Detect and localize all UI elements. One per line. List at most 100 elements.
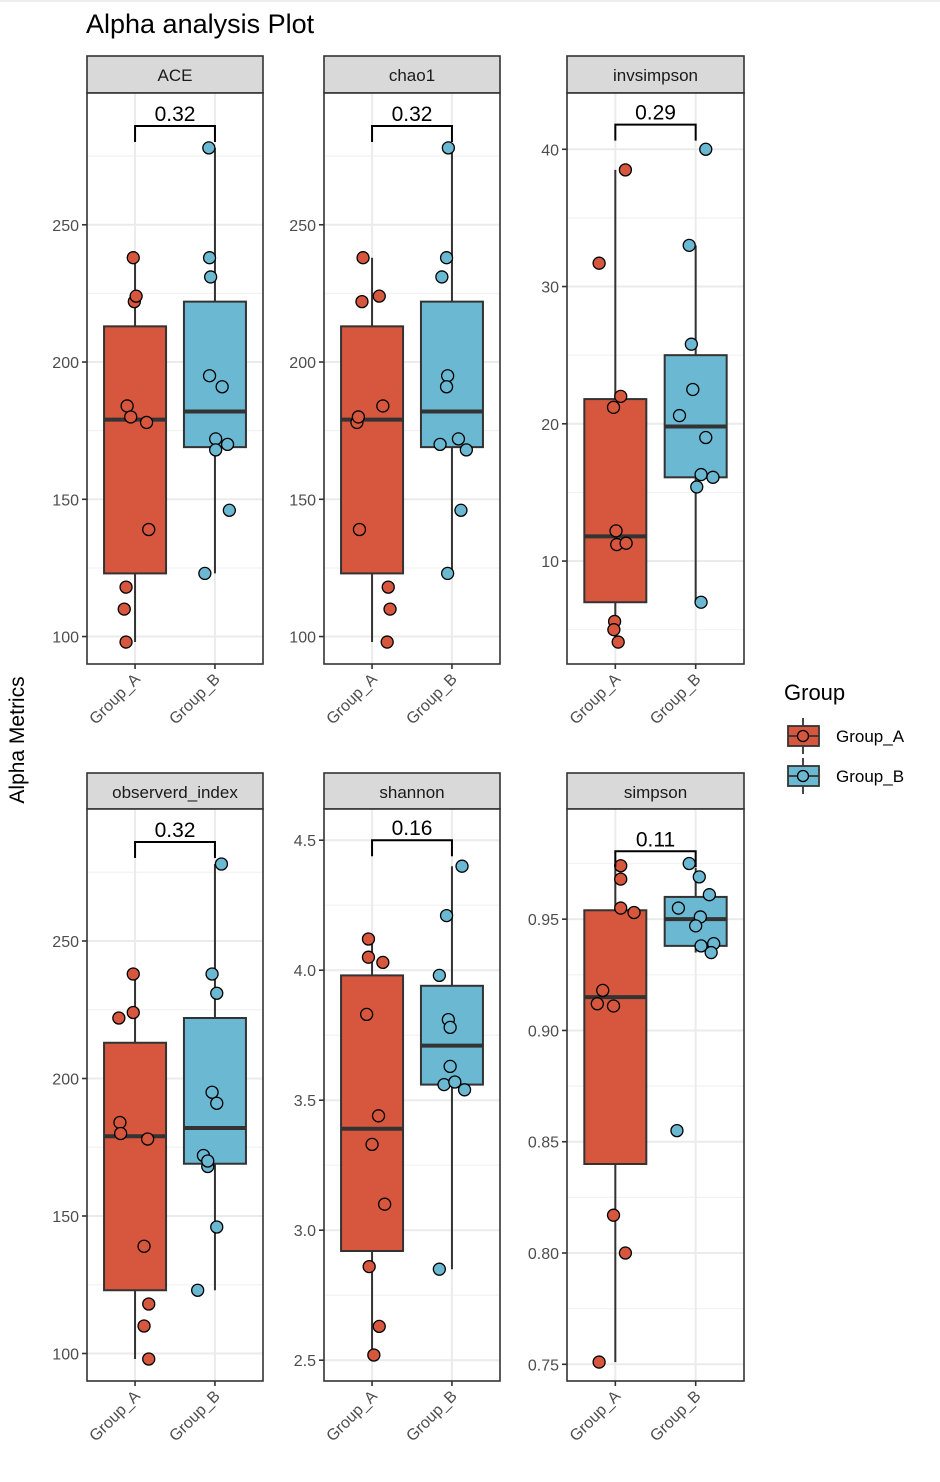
significance-bracket: 0.32: [134, 103, 216, 142]
panel-border: [323, 808, 501, 1382]
panel-ACE: ACE 100 150 200 250 0.32 Group_A Group_B: [52, 55, 264, 728]
data-point: [690, 480, 704, 494]
p-value-label: 0.16: [392, 817, 433, 840]
bracket-line: [371, 839, 453, 857]
data-point: [694, 939, 708, 953]
x-tick-label: Group_A: [87, 1388, 145, 1446]
data-point: [694, 595, 708, 609]
data-point: [448, 1075, 462, 1089]
x-tick-label: Group_A: [324, 671, 382, 729]
chart-title: Alpha analysis Plot: [86, 9, 315, 39]
data-point: [435, 270, 449, 284]
data-point: [359, 1007, 374, 1022]
x-tick-label: Group_B: [647, 1388, 704, 1445]
data-point: [222, 503, 237, 517]
data-point: [355, 294, 369, 309]
box-iqr: [340, 974, 405, 1253]
data-point: [137, 1239, 151, 1253]
data-point: [203, 270, 218, 284]
y-tick-label: 150: [289, 492, 316, 509]
data-point: [205, 1085, 219, 1099]
x-tick-label: Group_B: [403, 1388, 460, 1445]
data-point: [142, 1297, 156, 1311]
y-tick-label: 40: [541, 142, 559, 159]
facet-strip: [323, 55, 501, 94]
data-point: [126, 967, 140, 981]
facet-panels: ACE 100 150 200 250 0.32 Group_A Group_B chao1 10…: [52, 55, 745, 1446]
data-point: [383, 602, 397, 616]
y-tick-label: 4.5: [294, 833, 316, 850]
p-value-label: 0.11: [636, 828, 675, 851]
y-tick-label: 2.5: [294, 1353, 316, 1370]
data-point: [205, 967, 219, 981]
y-tick-label: 200: [289, 355, 316, 372]
data-point: [702, 888, 717, 902]
legend-point: [796, 769, 810, 783]
data-point: [209, 443, 223, 457]
data-point: [606, 400, 621, 414]
data-point: [372, 1319, 386, 1334]
panel-invsimpson: invsimpson 10 20 30 40 0.29 Group_A Group_B: [541, 55, 745, 728]
significance-bracket: 0.16: [371, 817, 453, 857]
facet-strip: [323, 772, 501, 810]
panel-shannon: shannon 2.5 3.0 3.5 4.0 4.5 0.16 Group_A Group_B: [294, 772, 501, 1446]
x-tick-label: Group_A: [324, 1388, 382, 1446]
y-tick-label: 250: [289, 218, 316, 235]
data-point: [119, 580, 133, 594]
panel-border: [86, 92, 264, 665]
data-point: [372, 289, 386, 303]
data-point: [380, 635, 394, 649]
data-point: [607, 623, 621, 637]
data-point: [443, 1020, 457, 1035]
data-point: [455, 859, 469, 873]
data-point: [139, 415, 154, 430]
data-point: [126, 251, 140, 265]
data-point: [672, 408, 687, 423]
data-point: [119, 635, 133, 649]
legend: Group Group_A Group_B: [784, 680, 905, 794]
data-point: [682, 856, 696, 871]
data-point: [459, 443, 474, 457]
data-point: [113, 1126, 128, 1141]
facet-strip-label: invsimpson: [613, 66, 698, 85]
y-tick-label: 3.5: [294, 1093, 316, 1110]
bracket-line: [614, 123, 697, 141]
data-point: [140, 1132, 155, 1146]
data-point: [441, 141, 456, 155]
box-group-a: [340, 939, 405, 1355]
x-tick-label: Group_A: [567, 1388, 625, 1446]
data-point: [614, 859, 628, 873]
y-tick-label: 250: [52, 218, 79, 235]
data-point: [202, 141, 216, 155]
y-tick-label: 100: [289, 630, 316, 647]
data-point: [376, 955, 390, 970]
data-point: [454, 503, 468, 517]
data-point: [371, 1109, 386, 1123]
data-point: [201, 1154, 215, 1168]
legend-item-group-b: Group_B: [787, 758, 904, 794]
significance-bracket: 0.32: [371, 103, 453, 142]
y-tick-label: 200: [52, 355, 79, 372]
data-point: [365, 1137, 379, 1152]
data-point: [618, 163, 633, 177]
data-point: [202, 369, 217, 383]
legend-label: Group_A: [836, 727, 905, 746]
data-point: [592, 256, 606, 270]
data-point: [377, 1197, 392, 1211]
legend-item-group-a: Group_A: [787, 718, 905, 754]
y-tick-label: 3.0: [294, 1223, 316, 1240]
data-point: [209, 432, 223, 446]
data-point: [592, 1355, 606, 1369]
data-point: [351, 410, 366, 424]
facet-strip-label: shannon: [379, 783, 444, 802]
data-point: [704, 945, 718, 960]
bracket-line: [134, 841, 216, 858]
bracket-line: [371, 124, 453, 142]
y-tick-label: 0.85: [528, 1135, 559, 1152]
data-point: [590, 997, 604, 1011]
data-point: [191, 1283, 205, 1297]
p-value-label: 0.29: [635, 102, 676, 125]
y-tick-label: 200: [52, 1072, 79, 1089]
data-point: [684, 337, 699, 351]
